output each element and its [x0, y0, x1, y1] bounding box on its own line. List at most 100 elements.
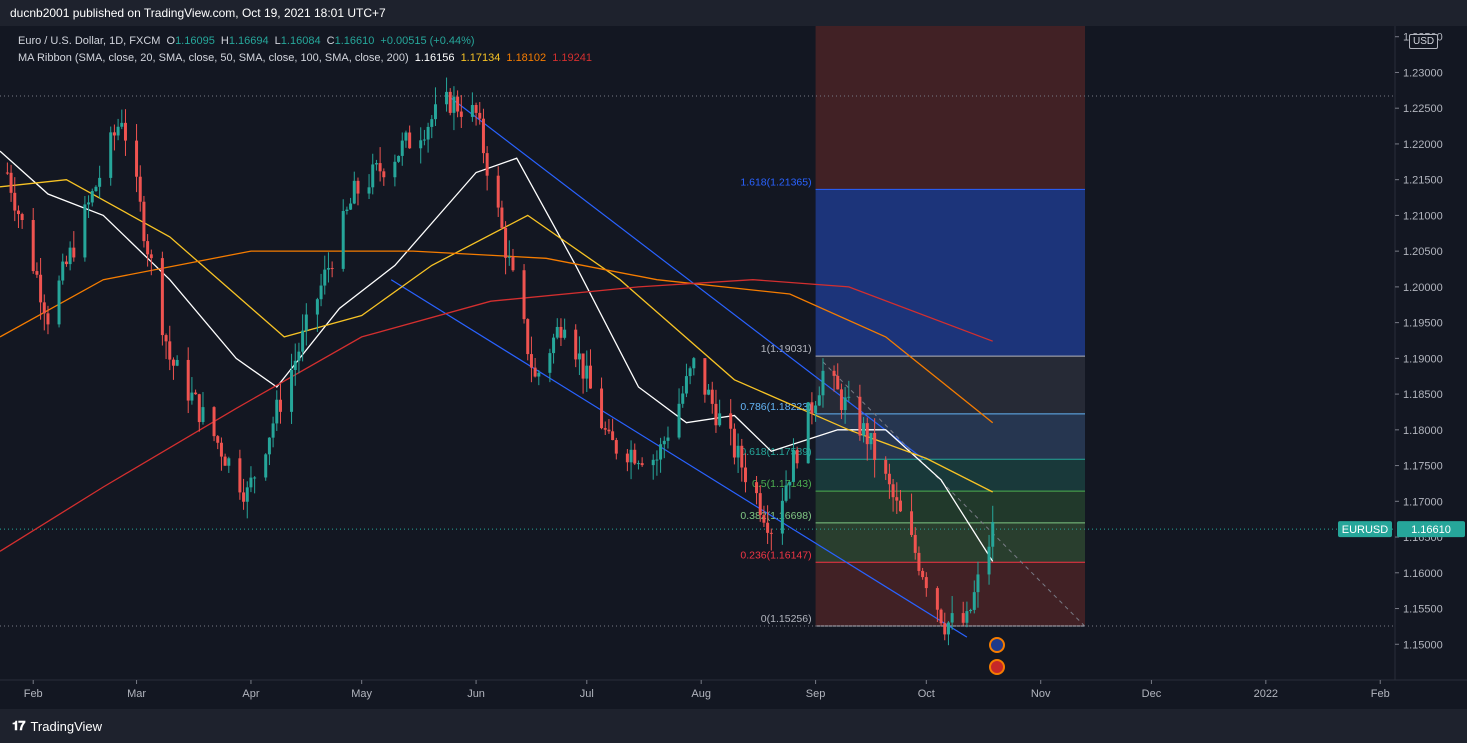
price-axis-label: 1.15000	[1403, 639, 1443, 651]
publisher-bar: ducnb2001 published on TradingView.com, …	[0, 0, 1467, 26]
channel-line	[390, 279, 968, 638]
candle-body	[98, 177, 102, 187]
price-axis-label: 1.22500	[1403, 103, 1443, 115]
price-chart[interactable]: 1.618(1.21365) 1(1.19031) 0.786(1.18223) 0.…	[0, 26, 1467, 709]
candle-body	[946, 622, 950, 635]
candle-body	[20, 214, 24, 221]
candle-body	[666, 437, 670, 441]
candle-body	[393, 161, 397, 178]
candle-body	[537, 372, 541, 377]
candle-body	[659, 444, 663, 460]
candle-body	[186, 359, 190, 401]
symbol-tag-bg	[1338, 521, 1392, 538]
symbol-title: Euro / U.S. Dollar, 1D, FXCM	[18, 35, 161, 47]
ma-ribbon-legend[interactable]: MA Ribbon (SMA, close, 20, SMA, close, 5…	[18, 52, 595, 64]
price-axis-label: 1.15500	[1403, 604, 1443, 616]
candle-body	[847, 396, 851, 398]
candle-body	[563, 329, 567, 338]
candle-body	[382, 171, 386, 178]
currency-label[interactable]: USD	[1409, 34, 1439, 49]
price-axis-label: 1.23000	[1403, 67, 1443, 79]
publisher-text: ducnb2001 published on TradingView.com, …	[10, 6, 386, 20]
candle-body	[481, 118, 485, 154]
fib-level-label: 0.618(1.17589)	[740, 446, 811, 458]
chart-area[interactable]: 1.618(1.21365) 1(1.19031) 0.786(1.18223) 0.…	[0, 26, 1467, 709]
candle-body	[640, 463, 644, 466]
candle-body	[290, 369, 294, 412]
time-axis-label: Mar	[127, 688, 146, 700]
candle-body	[611, 431, 615, 441]
symbol-legend[interactable]: Euro / U.S. Dollar, 1D, FXCM O1.16095 H1…	[18, 35, 478, 47]
candle-body	[843, 397, 847, 411]
candle-body	[201, 407, 205, 423]
candle-body	[858, 396, 862, 436]
candle-body	[943, 623, 947, 635]
candle-body	[456, 96, 460, 112]
price-axis-label: 1.21000	[1403, 210, 1443, 222]
candle-body	[651, 459, 655, 466]
candle-body	[445, 91, 449, 105]
candle-body	[470, 105, 474, 117]
candle-body	[548, 353, 552, 373]
candle-body	[426, 126, 430, 140]
price-axis-label: 1.22000	[1403, 139, 1443, 151]
candle-body	[555, 326, 559, 338]
candle-body	[714, 403, 718, 426]
fib-zone	[815, 356, 1085, 414]
price-axis-label: 1.21500	[1403, 175, 1443, 187]
candle-body	[991, 521, 995, 547]
projection-line	[822, 361, 1086, 627]
candle-body	[301, 330, 305, 352]
candle-body	[87, 202, 91, 205]
candle-body	[253, 477, 257, 479]
candle-body	[684, 376, 688, 394]
candle-body	[349, 203, 353, 210]
candle-body	[950, 613, 954, 623]
price-axis-label: 1.17000	[1403, 496, 1443, 508]
candle-body	[190, 392, 194, 401]
candle-body	[400, 140, 404, 156]
price-axis-label: 1.19500	[1403, 318, 1443, 330]
price-axis-label: 1.18500	[1403, 389, 1443, 401]
candle-body	[692, 358, 696, 369]
candle-body	[677, 403, 681, 438]
candle-body	[212, 407, 216, 437]
ma-line-ma20	[0, 150, 994, 562]
candle-body	[448, 91, 452, 113]
candle-body	[94, 186, 98, 192]
fib-zone	[815, 413, 1085, 460]
candle-body	[887, 473, 891, 485]
candle-body	[216, 436, 220, 443]
candle-body	[965, 611, 969, 623]
ma200-value: 1.19241	[552, 52, 592, 64]
candle-body	[577, 353, 581, 360]
candle-body	[61, 261, 65, 281]
candle-body	[496, 175, 500, 208]
candle-body	[740, 445, 744, 468]
candle-body	[755, 482, 759, 494]
candle-body	[57, 280, 61, 325]
fib-level-label: 0(1.15256)	[761, 613, 812, 625]
candle-body	[478, 112, 482, 119]
fib-zone	[815, 459, 1085, 492]
candle-body	[921, 570, 925, 578]
candle-body	[16, 210, 20, 215]
price-tag-bg	[1397, 521, 1465, 538]
time-axis-label: Jul	[580, 688, 594, 700]
candle-body	[245, 487, 249, 502]
high-label: H	[220, 35, 229, 47]
low-value: 1.16084	[280, 35, 321, 47]
candle-body	[168, 341, 172, 360]
high-value: 1.16694	[228, 35, 269, 47]
candle-body	[935, 588, 939, 610]
brand[interactable]: 𝟏𝟕 TradingView	[12, 718, 102, 734]
candle-body	[164, 335, 168, 342]
candle-body	[430, 119, 434, 127]
candle-body	[917, 552, 921, 571]
candle-body	[732, 428, 736, 458]
candle-body	[315, 299, 319, 315]
candle-body	[839, 389, 843, 411]
candle-body	[267, 437, 271, 455]
fib-zone	[815, 491, 1085, 523]
candle-body	[275, 399, 279, 424]
